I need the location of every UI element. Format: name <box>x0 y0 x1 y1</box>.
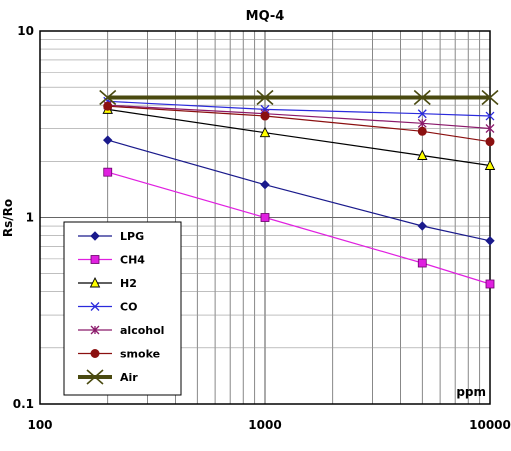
series-h2 <box>102 103 496 170</box>
data-point-lpg <box>260 179 270 190</box>
data-point-ch4 <box>417 258 427 268</box>
y-tick-label: 10 <box>17 24 34 38</box>
data-point-air <box>256 89 274 106</box>
x-tick-label: 100 <box>27 418 52 432</box>
legend-label-h2: H2 <box>120 277 137 290</box>
series-line-h2 <box>107 108 491 167</box>
legend-marker-lpg <box>90 231 100 241</box>
series-line-ch4 <box>107 171 491 285</box>
x-tick-label: 10000 <box>469 418 511 432</box>
data-point-h2 <box>259 126 271 138</box>
data-point-co <box>417 109 427 119</box>
legend-label-smoke: smoke <box>120 348 160 361</box>
legend-marker-air <box>86 369 104 385</box>
series-line-alcohol <box>107 104 491 130</box>
legend-item-co: CO <box>78 301 137 314</box>
legend-item-ch4: CH4 <box>78 254 145 267</box>
legend: LPG CH4 H2 CO alcohol smoke Air <box>63 221 182 396</box>
data-point-smoke <box>417 126 427 136</box>
series-line-co <box>107 100 491 117</box>
legend-marker-smoke <box>90 349 100 358</box>
legend-marker-ch4 <box>90 255 100 264</box>
data-point-ch4 <box>485 279 495 289</box>
series-layer <box>99 89 499 289</box>
legend-item-lpg: LPG <box>78 230 144 243</box>
legend-marker-h2 <box>89 276 101 288</box>
legend-label-co: CO <box>120 301 137 314</box>
data-point-smoke <box>485 137 495 147</box>
data-point-h2 <box>417 149 428 160</box>
data-point-lpg <box>103 135 113 145</box>
data-point-co <box>485 111 495 121</box>
plot-frame <box>39 30 491 405</box>
series-air <box>99 89 499 106</box>
y-tick-label: 0.1 <box>13 397 34 411</box>
tick-labels: 100 1000 10000 0.1 1 10 <box>13 24 511 432</box>
y-tick-label: 1 <box>26 211 34 225</box>
data-point-smoke <box>260 111 270 121</box>
data-point-lpg <box>485 236 495 246</box>
data-point-air <box>413 89 431 106</box>
data-point-ch4 <box>260 213 270 222</box>
data-point-air <box>481 89 499 106</box>
series-line-smoke <box>107 105 491 143</box>
data-point-h2 <box>484 159 496 170</box>
legend-label-lpg: LPG <box>120 230 144 243</box>
legend-item-air: Air <box>78 369 138 385</box>
data-point-ch4 <box>103 167 113 177</box>
legend-item-alcohol: alcohol <box>78 324 164 337</box>
series-smoke <box>103 101 495 147</box>
legend-box <box>63 221 182 396</box>
legend-marker-co <box>90 302 100 311</box>
legend-item-h2: H2 <box>78 276 137 290</box>
legend-label-air: Air <box>120 371 138 384</box>
x-axis-label: ppm <box>456 385 486 399</box>
x-tick-label: 1000 <box>248 418 281 432</box>
chart-title: MQ-4 <box>246 9 285 24</box>
series-ch4 <box>103 167 495 289</box>
series-lpg <box>103 135 495 246</box>
data-point-smoke <box>103 101 113 111</box>
data-point-co <box>260 104 270 114</box>
data-point-lpg <box>417 221 427 231</box>
data-point-alcohol <box>485 124 495 133</box>
data-point-air <box>99 89 117 106</box>
data-point-alcohol <box>417 118 427 128</box>
legend-marker-alcohol <box>90 325 100 335</box>
legend-item-smoke: smoke <box>78 348 160 361</box>
series-line-lpg <box>107 139 491 242</box>
legend-label-ch4: CH4 <box>120 254 145 267</box>
y-axis-label: Rs/Ro <box>1 199 15 237</box>
legend-label-alcohol: alcohol <box>120 324 164 337</box>
series-alcohol <box>103 100 495 133</box>
grid-lines <box>40 31 490 404</box>
